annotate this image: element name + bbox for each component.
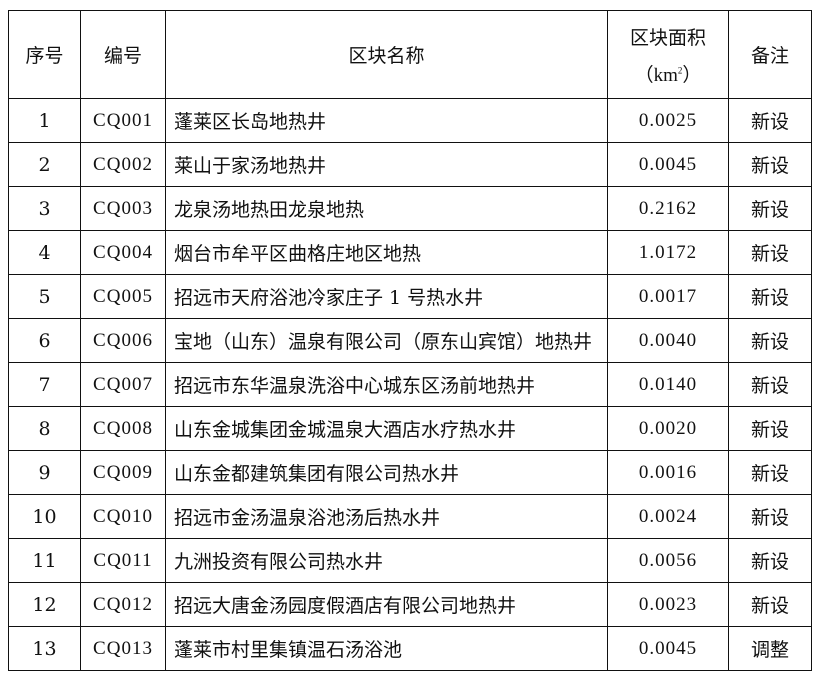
cell-name: 莱山于家汤地热井 [165,142,608,187]
cell-code: CQ012 [80,582,166,627]
cell-name: 蓬莱区长岛地热井 [165,98,608,143]
cell-seq: 12 [8,582,81,627]
cell-seq: 5 [8,274,81,319]
header-name: 区块名称 [165,10,608,99]
cell-area: 1.0172 [607,230,729,275]
cell-note: 新设 [728,186,812,231]
cell-code: CQ011 [80,538,166,583]
cell-area: 0.0140 [607,362,729,407]
cell-note: 调整 [728,626,812,671]
header-area-unit: （km2） [608,60,728,87]
table-row: 11 CQ011 九洲投资有限公司热水井 0.0056 新设 [8,538,812,583]
table-row: 9 CQ009 山东金都建筑集团有限公司热水井 0.0016 新设 [8,450,812,495]
table-row: 5 CQ005 招远市天府浴池冷家庄子 1 号热水井 0.0017 新设 [8,274,812,319]
unit-suffix: ） [682,64,702,86]
cell-note: 新设 [728,274,812,319]
cell-area: 0.2162 [607,186,729,231]
table-row: 1 CQ001 蓬莱区长岛地热井 0.0025 新设 [8,98,812,143]
cell-name: 山东金城集团金城温泉大酒店水疗热水井 [165,406,608,451]
cell-name: 龙泉汤地热田龙泉地热 [165,186,608,231]
cell-seq: 13 [8,626,81,671]
cell-seq: 9 [8,450,81,495]
cell-area: 0.0045 [607,626,729,671]
cell-code: CQ002 [80,142,166,187]
cell-note: 新设 [728,538,812,583]
cell-code: CQ003 [80,186,166,231]
cell-name: 宝地（山东）温泉有限公司（原东山宾馆）地热井 [165,318,608,363]
cell-seq: 11 [8,538,81,583]
header-row: 序号 编号 区块名称 区块面积 （km2） 备注 [8,10,812,99]
cell-note: 新设 [728,362,812,407]
cell-name: 招远市天府浴池冷家庄子 1 号热水井 [165,274,608,319]
cell-note: 新设 [728,318,812,363]
cell-note: 新设 [728,582,812,627]
cell-area: 0.0056 [607,538,729,583]
table-row: 6 CQ006 宝地（山东）温泉有限公司（原东山宾馆）地热井 0.0040 新设 [8,318,812,363]
cell-seq: 7 [8,362,81,407]
table-row: 12 CQ012 招远大唐金汤园度假酒店有限公司地热井 0.0023 新设 [8,582,812,627]
cell-seq: 8 [8,406,81,451]
cell-area: 0.0017 [607,274,729,319]
cell-code: CQ008 [80,406,166,451]
table-row: 4 CQ004 烟台市牟平区曲格庄地区地热 1.0172 新设 [8,230,812,275]
cell-note: 新设 [728,494,812,539]
cell-code: CQ007 [80,362,166,407]
header-area: 区块面积 （km2） [607,10,729,99]
cell-note: 新设 [728,98,812,143]
cell-area: 0.0040 [607,318,729,363]
cell-area: 0.0023 [607,582,729,627]
cell-name: 烟台市牟平区曲格庄地区地热 [165,230,608,275]
table-row: 13 CQ013 蓬莱市村里集镇温石汤浴池 0.0045 调整 [8,626,812,671]
header-note: 备注 [728,10,812,99]
cell-code: CQ006 [80,318,166,363]
cell-code: CQ001 [80,98,166,143]
cell-seq: 4 [8,230,81,275]
cell-code: CQ004 [80,230,166,275]
geothermal-block-table: 序号 编号 区块名称 区块面积 （km2） 备注 1 CQ001 蓬莱区长岛地热井 0.… [8,10,812,671]
cell-name: 招远大唐金汤园度假酒店有限公司地热井 [165,582,608,627]
cell-area: 0.0016 [607,450,729,495]
table-row: 8 CQ008 山东金城集团金城温泉大酒店水疗热水井 0.0020 新设 [8,406,812,451]
cell-area: 0.0024 [607,494,729,539]
cell-note: 新设 [728,230,812,275]
cell-seq: 10 [8,494,81,539]
cell-area: 0.0045 [607,142,729,187]
cell-seq: 6 [8,318,81,363]
header-seq: 序号 [8,10,81,99]
header-code: 编号 [80,10,166,99]
cell-name: 蓬莱市村里集镇温石汤浴池 [165,626,608,671]
cell-name: 招远市东华温泉洗浴中心城东区汤前地热井 [165,362,608,407]
table-row: 10 CQ010 招远市金汤温泉浴池汤后热水井 0.0024 新设 [8,494,812,539]
cell-code: CQ010 [80,494,166,539]
cell-note: 新设 [728,142,812,187]
cell-code: CQ009 [80,450,166,495]
cell-seq: 3 [8,186,81,231]
cell-seq: 2 [8,142,81,187]
table-row: 7 CQ007 招远市东华温泉洗浴中心城东区汤前地热井 0.0140 新设 [8,362,812,407]
cell-seq: 1 [8,98,81,143]
table-row: 3 CQ003 龙泉汤地热田龙泉地热 0.2162 新设 [8,186,812,231]
table-row: 2 CQ002 莱山于家汤地热井 0.0045 新设 [8,142,812,187]
cell-code: CQ005 [80,274,166,319]
cell-note: 新设 [728,406,812,451]
header-area-label: 区块面积 [629,26,706,49]
unit-sup: 2 [677,65,683,76]
cell-name: 招远市金汤温泉浴池汤后热水井 [165,494,608,539]
cell-code: CQ013 [80,626,166,671]
cell-area: 0.0020 [607,406,729,451]
cell-area: 0.0025 [607,98,729,143]
cell-note: 新设 [728,450,812,495]
cell-name: 九洲投资有限公司热水井 [165,538,608,583]
cell-name: 山东金都建筑集团有限公司热水井 [165,450,608,495]
unit-prefix: （km [634,64,678,86]
